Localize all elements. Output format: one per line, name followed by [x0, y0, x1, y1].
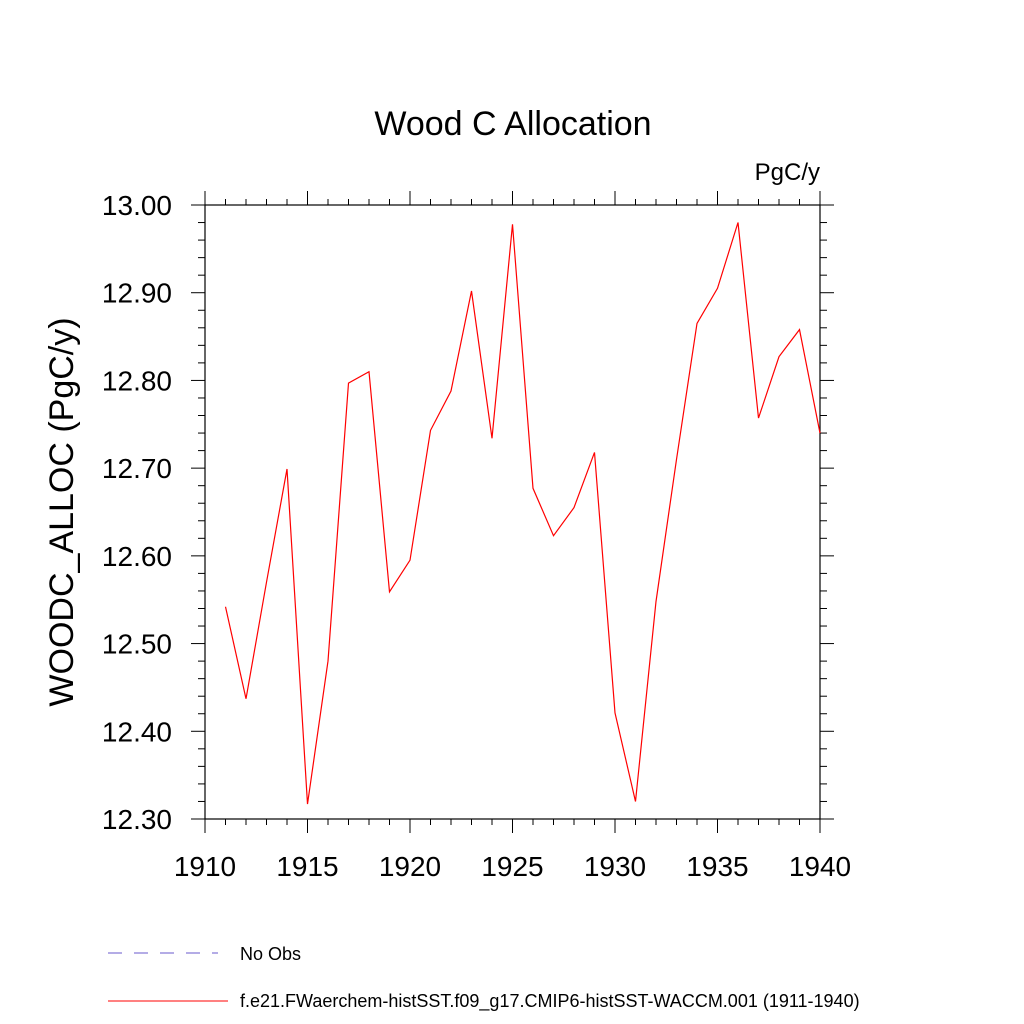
y-tick-label: 12.80 — [102, 365, 172, 396]
data-point — [737, 221, 740, 224]
legend: No Obs f.e21.FWaerchem-histSST.f09_g17.C… — [108, 944, 860, 1012]
data-point — [429, 429, 432, 432]
data-point — [778, 355, 781, 358]
y-tick-label: 12.60 — [102, 541, 172, 572]
data-point — [265, 581, 268, 584]
y-axis-label: WOODC_ALLOC (PgC/y) — [43, 317, 81, 706]
legend-label-model: f.e21.FWaerchem-histSST.f09_g17.CMIP6-hi… — [240, 991, 860, 1012]
data-point — [819, 432, 822, 435]
data-point — [716, 287, 719, 290]
data-point — [347, 382, 350, 385]
chart-title: Wood C Allocation — [374, 105, 651, 143]
units-label: PgC/y — [755, 159, 820, 186]
legend-label-no-obs: No Obs — [240, 944, 301, 964]
data-point — [327, 660, 330, 663]
y-tick-label: 12.30 — [102, 804, 172, 835]
y-tick-label: 12.90 — [102, 278, 172, 309]
x-tick-label: 1915 — [276, 851, 338, 882]
data-point — [798, 328, 801, 331]
y-tick-label: 12.40 — [102, 716, 172, 747]
x-tick-label: 1910 — [174, 851, 236, 882]
series-line-0 — [224, 222, 821, 805]
data-point — [245, 697, 248, 700]
y-tick-label: 13.00 — [102, 190, 172, 221]
data-point — [634, 800, 637, 803]
data-point — [368, 370, 371, 373]
y-tick-label: 12.50 — [102, 629, 172, 660]
x-tick-label: 1930 — [584, 851, 646, 882]
data-point — [306, 803, 309, 806]
data-point — [696, 322, 699, 325]
minor-ticks — [198, 199, 827, 825]
data-point — [552, 534, 555, 537]
data-point — [573, 506, 576, 509]
data-point — [450, 389, 453, 392]
data-point — [614, 711, 617, 714]
data-point — [593, 451, 596, 454]
y-tick-label: 12.70 — [102, 453, 172, 484]
data-point — [532, 487, 535, 490]
data-point — [409, 559, 412, 562]
data-point — [388, 590, 391, 593]
data-point — [286, 468, 289, 471]
data-point — [655, 600, 658, 603]
plot-frame — [204, 204, 821, 820]
data-point — [491, 437, 494, 440]
data-point — [470, 289, 473, 292]
y-tick-labels: 12.30 12.40 12.50 12.60 12.70 12.80 12.90 13.00 — [102, 190, 172, 835]
x-tick-label: 1920 — [379, 851, 441, 882]
data-point — [757, 417, 760, 420]
x-tick-label: 1940 — [789, 851, 851, 882]
data-point — [511, 223, 514, 226]
major-ticks — [191, 191, 834, 833]
x-tick-label: 1925 — [481, 851, 543, 882]
series-group — [224, 221, 822, 806]
data-point — [224, 605, 227, 608]
data-point — [675, 458, 678, 461]
x-tick-label: 1935 — [686, 851, 748, 882]
x-tick-labels: 1910 1915 1920 1925 1930 1935 1940 — [174, 851, 851, 882]
